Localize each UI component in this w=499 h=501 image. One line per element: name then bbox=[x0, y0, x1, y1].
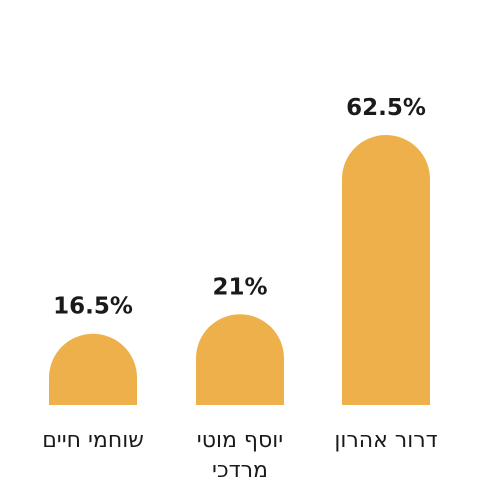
value-label: 62.5% bbox=[346, 95, 426, 121]
category-label: יוסף מוטי מרדכי bbox=[196, 428, 284, 483]
category-label: דרור אהרון bbox=[334, 428, 438, 453]
bar bbox=[196, 314, 284, 405]
category-label: שוחמי חיים bbox=[42, 428, 144, 453]
value-label: 21% bbox=[212, 274, 267, 300]
bar bbox=[49, 333, 137, 405]
bar bbox=[342, 135, 430, 405]
value-label: 16.5% bbox=[53, 294, 133, 320]
